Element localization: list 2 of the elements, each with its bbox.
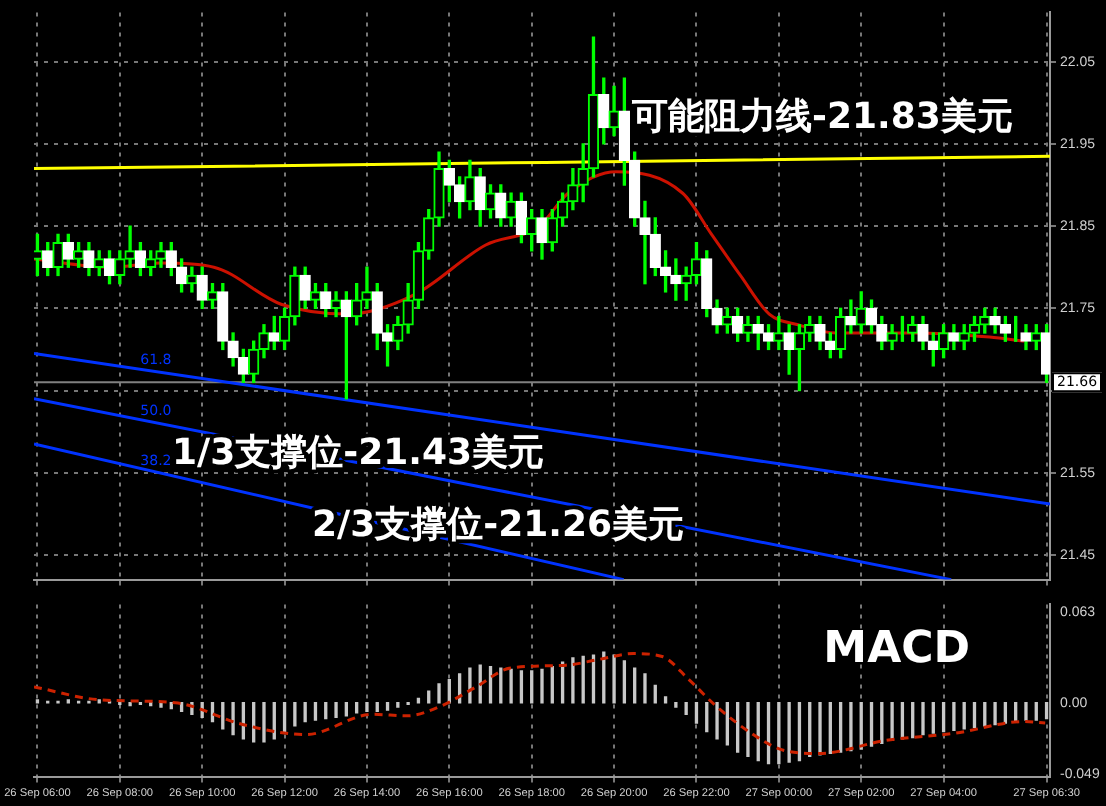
text: MACD [823,623,970,674]
annotation: 可能阻力线-21.83美元 [630,96,1013,138]
